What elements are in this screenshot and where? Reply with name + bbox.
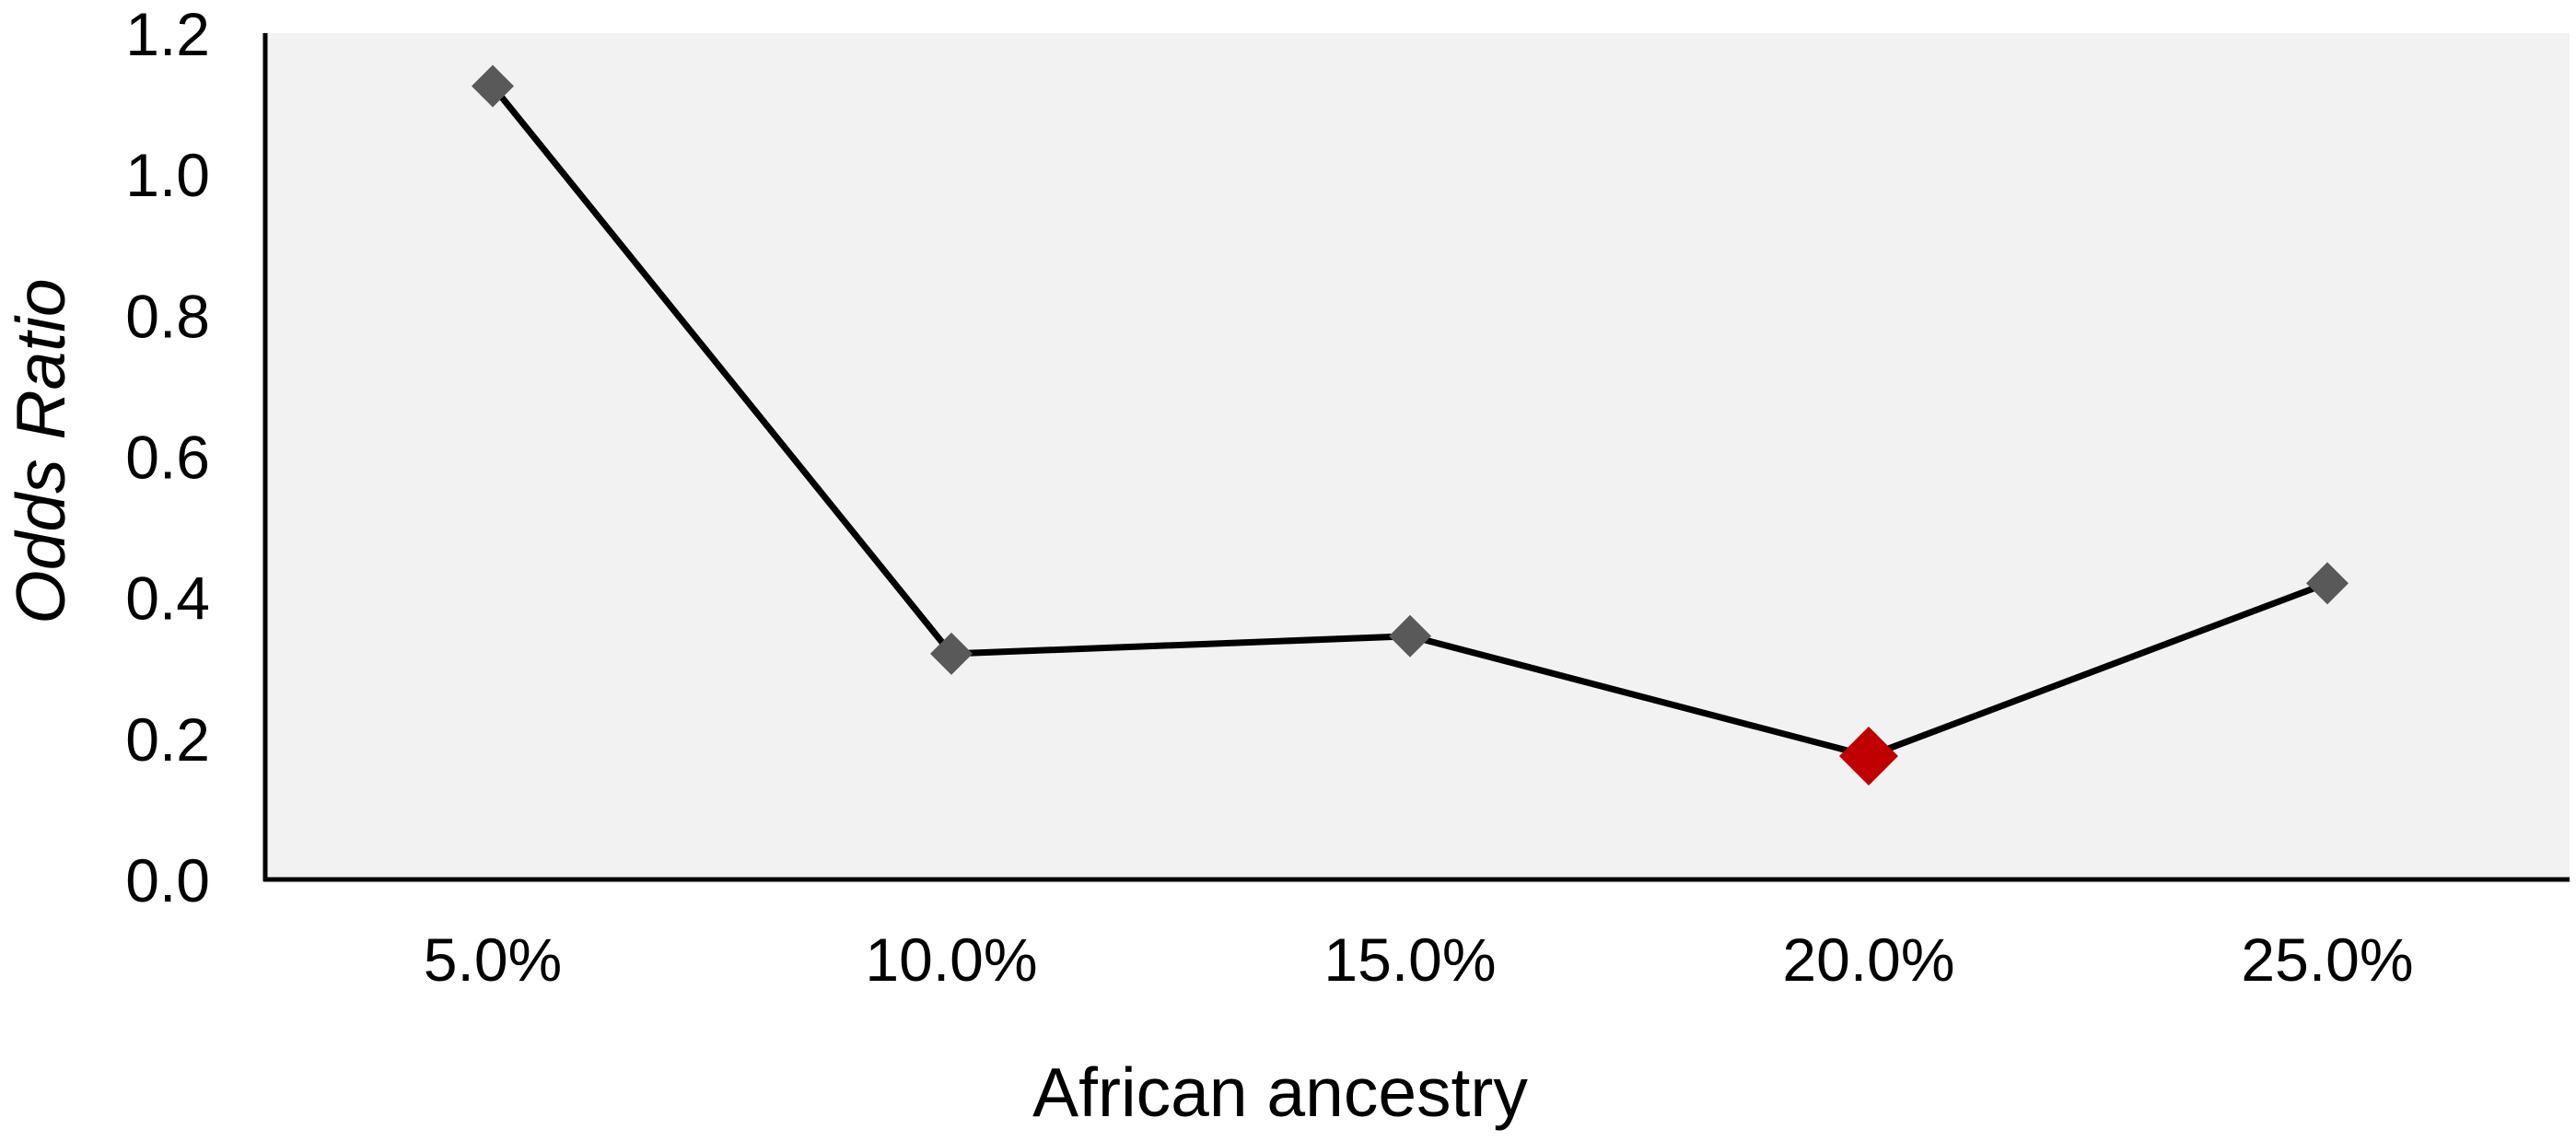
- highlighted-data-point: [1839, 726, 1898, 786]
- data-point: [930, 632, 973, 675]
- y-tick-label: 0.2: [125, 705, 210, 774]
- data-point: [2306, 562, 2349, 605]
- y-tick-label: 0.4: [125, 565, 210, 633]
- y-tick-label: 0.0: [125, 846, 210, 914]
- x-axis-title: African ancestry: [1032, 1054, 1528, 1131]
- y-tick-label: 0.6: [125, 424, 210, 492]
- y-tick-label: 1.2: [125, 0, 210, 68]
- x-tick-labels: 5.0% 10.0% 15.0% 20.0% 25.0%: [424, 926, 2414, 994]
- y-tick-labels: 0.0 0.2 0.4 0.6 0.8 1.0 1.2: [125, 0, 210, 914]
- x-tick-label: 10.0%: [865, 926, 1037, 994]
- y-axis-title-part-2: Ratio: [2, 278, 79, 439]
- y-axis-title-part-1: Odds: [2, 439, 79, 623]
- x-tick-label: 5.0%: [424, 926, 562, 994]
- y-tick-label: 0.8: [125, 282, 210, 350]
- y-tick-label: 1.0: [125, 141, 210, 209]
- data-point: [1389, 614, 1431, 658]
- x-tick-label: 25.0%: [2241, 926, 2413, 994]
- x-tick-label: 15.0%: [1323, 926, 1496, 994]
- data-series: [472, 64, 2349, 786]
- y-axis-title: Odds Ratio: [2, 278, 79, 623]
- data-point: [472, 64, 514, 108]
- x-tick-label: 20.0%: [1782, 926, 1954, 994]
- plot-background: [265, 33, 2570, 879]
